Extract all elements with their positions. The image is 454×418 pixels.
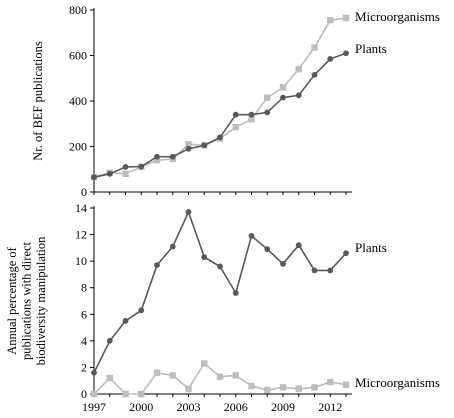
data-point-square [185,141,192,148]
data-point-circle [169,153,176,160]
x-tick-label: 2012 [318,400,342,414]
data-point-circle [122,318,129,324]
y-tick-label: 200 [69,140,87,154]
data-point-circle [327,56,334,62]
series-microorganisms: Microorganisms [90,360,440,398]
y-tick-label: 12 [75,228,87,242]
data-point-circle [201,254,208,261]
data-point-square [264,94,271,101]
series-line-plants [93,209,347,374]
data-point-square [279,84,287,91]
data-point-circle [185,145,192,152]
data-point-circle [106,337,113,344]
y-tick-label: 8 [81,281,87,295]
data-point-circle [91,174,97,181]
data-point-circle [280,94,286,101]
x-tick-label: 2009 [271,400,295,414]
data-point-square [342,381,350,388]
data-point-circle [311,267,318,274]
x-tick-label: 1997 [82,400,106,414]
data-point-square [216,373,224,380]
data-point-square [232,372,239,379]
data-point-circle [138,163,145,170]
data-point-square [90,390,98,398]
data-point-square [311,384,318,391]
y-tick-label: 4 [81,334,87,348]
data-point-circle [217,263,223,270]
data-point-square [279,384,287,391]
data-point-square [327,17,334,24]
data-point-circle [154,153,160,160]
data-point-circle [343,50,349,57]
series-label-microorganisms: Microorganisms [355,375,440,390]
data-point-square [264,386,271,394]
data-point-square [169,372,176,379]
data-point-square [342,14,350,22]
y-tick-label: 14 [75,201,87,215]
top-panel-publications-chart: 0 200 400 600 800 Nr. of BEF publications Micr… [31,3,440,199]
y-tick-label: 10 [75,254,87,268]
data-point-circle [343,250,349,257]
data-point-circle [169,243,176,250]
y-axis-label: Annual percentage ofpublications with di… [5,236,48,366]
data-point-square [153,156,161,164]
series-plants: Plants [91,209,387,376]
data-point-square [327,378,334,386]
data-point-square [248,116,255,123]
y-tick-label: 6 [81,307,87,321]
data-point-circle [122,164,129,170]
series-label-microorganisms: Microorganisms [355,9,440,24]
data-point-circle [264,246,271,253]
y-tick-label: 0 [81,185,87,199]
y-tick-label: 400 [69,94,87,108]
data-point-circle [91,369,97,376]
y-tick-label: 600 [69,49,87,63]
x-tick-label: 2006 [224,400,248,414]
series-microorganisms: Microorganisms [90,9,440,181]
data-point-circle [264,109,271,116]
data-point-circle [248,111,255,118]
data-point-circle [232,290,239,296]
data-point-circle [201,142,208,149]
x-tick-label: 2000 [129,400,153,414]
bottom-panel-percentage-chart: 0 2 4 6 8 10 12 14 1997 2000 2003 2006 2009 2012 Annua… [5,201,440,414]
data-point-circle [185,209,192,215]
data-point-square [232,123,239,131]
data-point-square [153,369,161,376]
data-point-circle [154,262,160,269]
data-point-circle [295,242,302,249]
data-point-square [311,44,318,51]
data-point-circle [106,170,113,177]
data-point-square [122,170,129,177]
data-point-square [138,390,145,398]
data-point-square [106,374,113,382]
data-point-square [295,65,302,73]
y-tick-label: 800 [69,3,87,17]
series-plants: Plants [91,41,387,181]
series-line-microorganisms [93,17,347,178]
data-point-square [122,390,129,398]
data-point-circle [138,307,145,314]
data-point-square [185,385,192,392]
data-point-square [295,385,302,392]
x-tick-label: 2003 [177,400,201,414]
y-axis-label: Nr. of BEF publications [31,41,45,161]
series-label-plants: Plants [355,240,387,255]
data-point-square [248,382,255,390]
series-label-plants: Plants [355,41,387,56]
data-point-circle [217,134,223,141]
data-point-circle [327,267,334,274]
data-point-circle [232,111,239,118]
data-point-square [201,360,208,367]
data-point-circle [295,92,302,99]
data-point-circle [248,233,255,239]
y-tick-label: 0 [81,387,87,401]
y-tick-label: 2 [81,360,87,374]
series-line-plants [93,52,347,178]
data-point-circle [311,71,318,78]
data-point-circle [280,260,286,267]
